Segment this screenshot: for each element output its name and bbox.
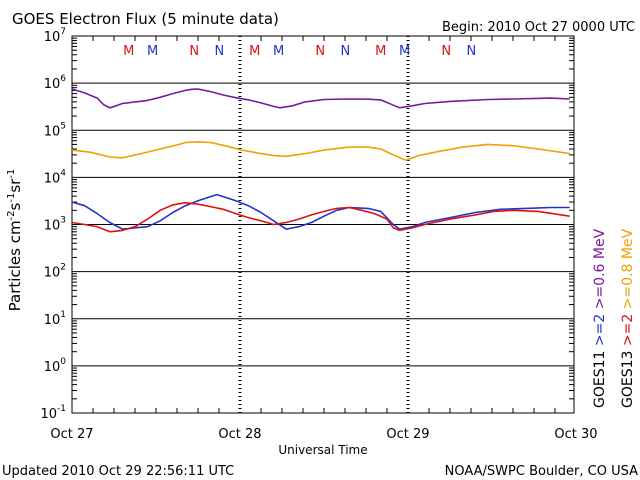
y-axis-label: Particles cm-2s-1sr-1 [6, 169, 24, 312]
series-line-g13_08 [71, 141, 570, 162]
y-tick-exponent: 7 [60, 27, 66, 37]
legend-entry: >=2 [620, 314, 636, 351]
footer-source: NOAA/SWPC Boulder, CO USA [445, 464, 638, 479]
marker-label: M [375, 44, 386, 59]
y-tick-label: 107 [44, 27, 66, 45]
y-tick-base: 10 [44, 171, 61, 186]
y-tick-base: 10 [44, 77, 61, 92]
legend-entry: GOES11 [592, 351, 608, 408]
y-tick-base: 10 [44, 124, 61, 139]
y-tick-label: 100 [44, 357, 67, 375]
y-tick-base: 10 [44, 219, 61, 234]
y-tick-base: 10 [44, 360, 61, 375]
y-tick-exponent: 5 [60, 121, 66, 131]
legend-entry: >=0.8 MeV [620, 228, 636, 313]
legend-entry: GOES13 [620, 351, 636, 408]
y-tick-label: 103 [44, 216, 66, 234]
marker-label: M [399, 44, 410, 59]
y-tick-base: 10 [44, 313, 61, 328]
y-tick-label: 101 [44, 310, 66, 328]
y-tick-base: 10 [40, 407, 57, 422]
y-tick-exponent: 2 [60, 263, 66, 273]
y-tick-label: 10-1 [40, 404, 66, 422]
legend-entry: >=0.6 MeV [592, 228, 608, 313]
y-tick-exponent: 0 [60, 357, 66, 367]
y-tick-label: 102 [44, 263, 66, 281]
series-line-g11_06 [71, 88, 570, 109]
x-tick-label: Oct 28 [218, 427, 261, 442]
series-line-g13_2 [71, 201, 570, 233]
marker-label: N [315, 44, 325, 59]
chart-title: GOES Electron Flux (5 minute data) [12, 10, 279, 28]
x-tick-label: Oct 29 [386, 427, 429, 442]
y-tick-base: 10 [44, 266, 61, 281]
x-tick-labels: Oct 27 Oct 28 Oct 29 Oct 30 [50, 427, 597, 442]
series-line-g11_2 [71, 193, 570, 230]
y-tick-base: 10 [44, 30, 61, 45]
y-axis-label-exp2: -1 [6, 193, 17, 203]
x-tick-label: Oct 27 [50, 427, 93, 442]
y-tick-label: 106 [44, 74, 67, 92]
y-axis-label-mid2: sr [6, 178, 24, 193]
marker-label: N [189, 44, 199, 59]
legend-entry: >=2 [592, 314, 608, 351]
y-tick-label: 105 [44, 121, 66, 139]
y-axis-label-exp1: -2 [6, 210, 17, 220]
footer-updated: Updated 2010 Oct 29 22:56:11 UTC [2, 464, 234, 479]
y-axis-label-base: Particles cm [6, 220, 24, 311]
y-tick-label: 104 [44, 168, 67, 186]
y-tick-exponent: 1 [60, 310, 66, 320]
legend: GOES11 >=2 >=0.6 MeV GOES13 >=2 >=0.8 MeV [592, 228, 636, 408]
y-tick-exponent: 3 [60, 216, 66, 226]
y-tick-exponent: -1 [57, 404, 66, 414]
x-axis-label: Universal Time [278, 443, 367, 457]
y-tick-exponent: 6 [60, 74, 66, 84]
marker-label: N [341, 44, 351, 59]
y-axis-label-mid1: s [6, 202, 24, 210]
marker-label: N [467, 44, 477, 59]
marker-label: N [215, 44, 225, 59]
marker-label: M [273, 44, 284, 59]
marker-label: M [249, 44, 260, 59]
legend-column: GOES11 >=2 >=0.6 MeV [592, 228, 608, 408]
marker-label: M [147, 44, 158, 59]
y-tick-exponent: 4 [60, 168, 66, 178]
begin-label: Begin: 2010 Oct 27 0000 UTC [442, 20, 635, 35]
legend-column: GOES13 >=2 >=0.8 MeV [620, 228, 636, 408]
marker-label: N [441, 44, 451, 59]
flux-series [71, 88, 570, 233]
marker-label: M [123, 44, 134, 59]
x-tick-label: Oct 30 [554, 427, 597, 442]
y-axis-label-exp3: -1 [6, 169, 17, 179]
